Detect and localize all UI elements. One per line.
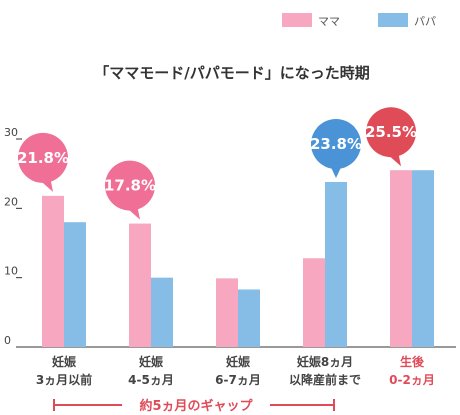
callout-label: 17.8% — [104, 177, 156, 195]
bar-mama-3 — [303, 258, 325, 347]
bar-papa-3 — [325, 181, 347, 347]
legend: ママ パパ — [282, 13, 436, 28]
callout-label: 23.8% — [310, 135, 362, 153]
legend-label-mama: ママ — [318, 15, 340, 28]
callout-2: 23.8% — [310, 118, 362, 178]
callout-bubble — [366, 107, 416, 158]
category-label-0-0: 妊娠 — [52, 354, 77, 369]
category-label-3-1: 以降産前まで — [289, 372, 361, 387]
bar-mama-1 — [129, 223, 151, 347]
bar-papa-4 — [412, 170, 434, 347]
callout-1: 17.8% — [104, 160, 156, 220]
bar-papa-2 — [238, 289, 260, 347]
callouts: 21.8% 17.8% 23.8%25.5% — [17, 107, 417, 220]
bar-mama-0 — [42, 195, 64, 347]
bar-papa-1 — [151, 277, 173, 347]
callout-0: 21.8% — [17, 132, 69, 192]
category-label-2-1: 6-7ヵ月 — [215, 373, 261, 387]
legend-swatch-papa — [378, 13, 408, 27]
legend-label-papa: パパ — [414, 15, 436, 28]
chart-title: 「ママモード/パパモード」になった時期 — [94, 64, 369, 82]
callout-bubble — [311, 118, 361, 169]
gap-label: 約5ヵ月のギャップ — [139, 398, 253, 414]
category-label-2-0: 妊娠 — [226, 354, 251, 369]
category-label-4-1: 0-2ヵ月 — [389, 373, 435, 387]
bar-mama-2 — [216, 278, 238, 347]
callout-bubble — [18, 132, 68, 183]
y-tick-label: 30 — [4, 126, 18, 139]
bar-papa-0 — [64, 222, 86, 347]
category-label-4-0: 生後 — [400, 354, 425, 369]
category-label-3-0: 妊娠8ヵ月 — [297, 354, 353, 369]
category-label-1-0: 妊娠 — [139, 354, 164, 369]
callout-3: 25.5% — [365, 107, 417, 167]
callout-bubble — [105, 160, 155, 211]
category-label-0-1: 3ヵ月以前 — [36, 372, 92, 387]
callout-label: 21.8% — [17, 149, 69, 167]
bar-mama-4 — [390, 170, 412, 347]
category-label-1-1: 4-5ヵ月 — [128, 373, 174, 387]
bars — [42, 170, 434, 347]
y-tick-label: 20 — [4, 195, 18, 208]
callout-label: 25.5% — [365, 123, 417, 141]
y-tick-label: 10 — [4, 265, 18, 278]
legend-swatch-mama — [282, 13, 312, 27]
gap-annotation: 約5ヵ月のギャップ — [53, 398, 335, 414]
y-tick-label: 0 — [4, 334, 11, 347]
